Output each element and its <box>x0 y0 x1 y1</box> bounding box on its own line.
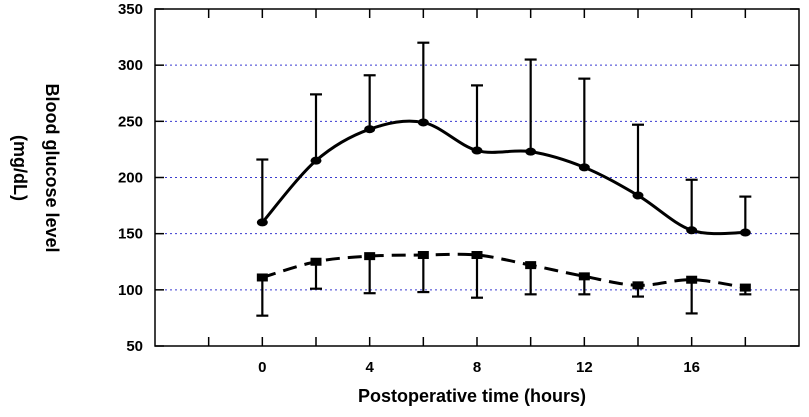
data-point <box>686 226 698 235</box>
data-point <box>471 146 483 155</box>
data-point <box>578 272 590 281</box>
y-tick-label: 300 <box>118 57 143 74</box>
x-tick-label: 0 <box>258 359 266 376</box>
data-point <box>525 261 537 270</box>
x-tick-label: 16 <box>683 359 700 376</box>
data-point <box>417 118 429 127</box>
data-point <box>632 281 644 290</box>
y-tick-label: 50 <box>126 338 143 355</box>
data-point <box>578 163 590 172</box>
data-point <box>256 273 268 282</box>
data-point <box>525 147 537 156</box>
series-2 <box>256 251 752 317</box>
data-series <box>256 41 752 317</box>
data-point <box>471 251 483 260</box>
data-point <box>364 125 376 134</box>
y-tick-label: 150 <box>118 226 143 243</box>
series-line <box>261 119 746 236</box>
y-tick-label: 100 <box>118 282 143 299</box>
y-tick-label: 250 <box>118 113 143 130</box>
series-line <box>261 252 746 290</box>
series-1 <box>256 41 752 237</box>
data-point <box>686 275 698 284</box>
data-point <box>364 252 376 261</box>
data-point <box>632 191 644 200</box>
x-tick-label: 12 <box>576 359 593 376</box>
data-point <box>417 251 429 260</box>
data-point <box>310 156 322 165</box>
x-tick-label: 8 <box>473 359 481 376</box>
data-point <box>310 257 322 266</box>
y-axis-title-line2: (mg/dL) <box>10 135 30 201</box>
x-tick-label: 4 <box>365 359 374 376</box>
axis-ticks: 50 100 150 200 250 300 350 0 4 8 12 16 <box>118 1 799 376</box>
x-axis-title: Postoperative time (hours) <box>358 386 586 406</box>
data-point <box>256 218 268 227</box>
y-tick-label: 350 <box>118 1 143 18</box>
y-axis-title-line1: Blood glucose level <box>42 83 62 252</box>
y-tick-label: 200 <box>118 170 143 187</box>
data-point <box>739 228 751 237</box>
data-point <box>739 283 751 292</box>
